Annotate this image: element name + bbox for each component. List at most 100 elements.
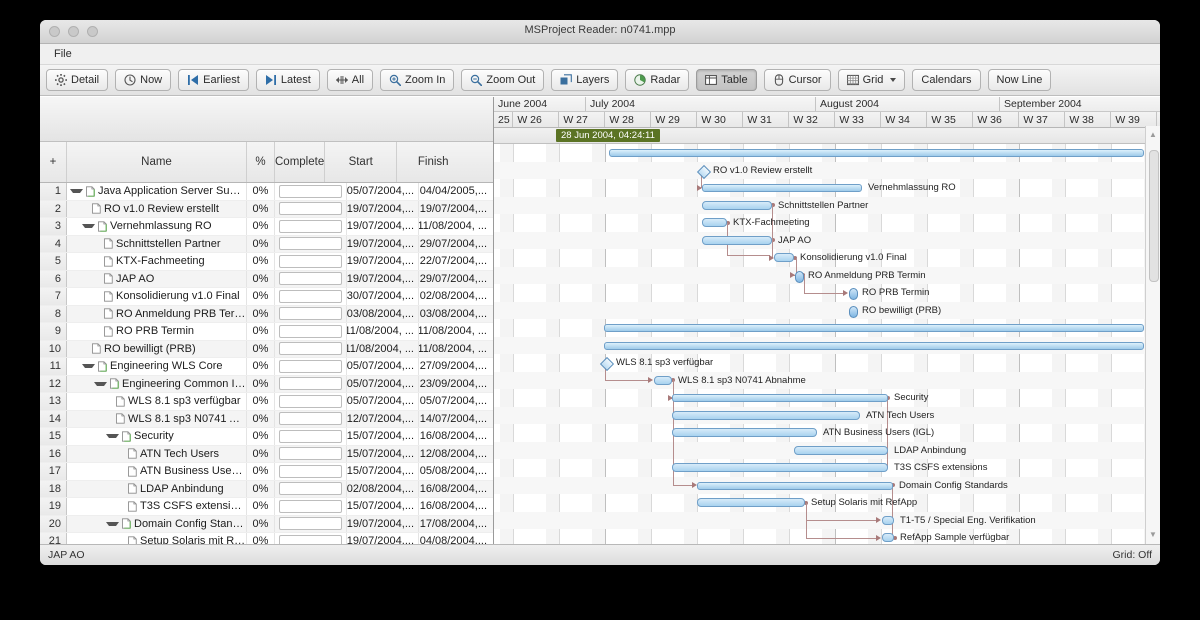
task-name-cell[interactable]: Security bbox=[67, 428, 247, 445]
table-row[interactable]: 12 Engineering Common Infra 0% 05/07/2004,.… bbox=[40, 375, 493, 393]
column-header-pct[interactable]: % bbox=[247, 142, 275, 182]
gantt-task-bar[interactable] bbox=[672, 428, 817, 437]
gantt-task-bar[interactable] bbox=[882, 533, 894, 542]
gantt-summary-bar[interactable] bbox=[697, 481, 893, 490]
gantt-summary-bar[interactable] bbox=[604, 324, 1144, 332]
table-row[interactable]: 16 ATN Tech Users 0% 15/07/2004,... 12/08/20… bbox=[40, 445, 493, 463]
table-row[interactable]: 7 Konsolidierung v1.0 Final 0% 30/07/2004,.… bbox=[40, 288, 493, 306]
column-header-complete[interactable]: Complete bbox=[275, 142, 326, 182]
task-name-cell[interactable]: Setup Solaris mit Ref... bbox=[67, 533, 247, 544]
gantt-task-bar[interactable] bbox=[774, 253, 794, 262]
task-name-cell[interactable]: Schnittstellen Partner bbox=[67, 235, 247, 252]
task-name-cell[interactable]: KTX-Fachmeeting bbox=[67, 253, 247, 270]
toolbar-button-detail[interactable]: Detail bbox=[46, 69, 109, 91]
task-name-cell[interactable]: Domain Config Standards bbox=[67, 515, 247, 532]
gantt-task-bar[interactable] bbox=[672, 410, 860, 420]
table-row[interactable]: 2 RO v1.0 Review erstellt 0% 19/07/2004,...… bbox=[40, 200, 493, 218]
gantt-task-bar[interactable] bbox=[654, 375, 672, 385]
zoom-button[interactable] bbox=[87, 26, 98, 37]
expand-toggle-icon[interactable] bbox=[82, 364, 95, 369]
toolbar-button-zoom-out[interactable]: Zoom Out bbox=[461, 69, 545, 91]
gantt-chart[interactable]: RO v1.0 Review erstellt Vernehmlassung RO… bbox=[494, 144, 1160, 544]
table-row[interactable]: 18 LDAP Anbindung 0% 02/08/2004,... 16/08/20… bbox=[40, 480, 493, 498]
task-name-cell[interactable]: RO v1.0 Review erstellt bbox=[67, 200, 247, 217]
task-name-cell[interactable]: RO bewilligt (PRB) bbox=[67, 340, 247, 357]
task-name-cell[interactable]: LDAP Anbindung bbox=[67, 480, 247, 497]
gantt-milestone[interactable] bbox=[849, 288, 858, 300]
expand-toggle-icon[interactable] bbox=[106, 434, 119, 439]
expand-toggle-icon[interactable] bbox=[70, 189, 83, 194]
column-header-idx[interactable]: + bbox=[40, 142, 67, 182]
task-name-cell[interactable]: T3S CSFS extensions bbox=[67, 498, 247, 515]
menu-item-file[interactable]: File bbox=[54, 48, 72, 60]
gantt-summary-bar[interactable] bbox=[609, 149, 1144, 157]
gantt-summary-bar[interactable] bbox=[702, 184, 862, 192]
gantt-task-bar[interactable] bbox=[702, 235, 772, 245]
toolbar-button-latest[interactable]: Latest bbox=[255, 69, 320, 91]
toolbar-button-earliest[interactable]: Earliest bbox=[178, 69, 249, 91]
task-name-cell[interactable]: JAP AO bbox=[67, 270, 247, 287]
expand-toggle-icon[interactable] bbox=[94, 381, 107, 386]
task-name-cell[interactable]: RO PRB Termin bbox=[67, 323, 247, 340]
table-row[interactable]: 20 Domain Config Standards0% 19/07/2004,..… bbox=[40, 515, 493, 533]
expand-toggle-icon[interactable] bbox=[82, 224, 95, 229]
scroll-up-icon[interactable]: ▲ bbox=[1149, 130, 1157, 139]
gantt-task-bar[interactable] bbox=[794, 445, 888, 455]
task-name-cell[interactable]: Java Application Server Suppo... bbox=[67, 183, 247, 200]
gantt-task-bar[interactable] bbox=[882, 515, 894, 525]
close-button[interactable] bbox=[49, 26, 60, 37]
task-name-cell[interactable]: WLS 8.1 sp3 verfügbar bbox=[67, 393, 247, 410]
table-row[interactable]: 11 Engineering WLS Core 0% 05/07/2004,... 27… bbox=[40, 358, 493, 376]
table-row[interactable]: 21 Setup Solaris mit Ref... 0% 19/07/2004,.… bbox=[40, 533, 493, 544]
task-name-cell[interactable]: WLS 8.1 sp3 N0741 Abn... bbox=[67, 410, 247, 427]
toolbar-button-calendars[interactable]: Calendars bbox=[912, 69, 981, 91]
gantt-task-bar[interactable] bbox=[702, 218, 727, 227]
table-row[interactable]: 9 RO PRB Termin 0% 11/08/2004, ... 11/08/200… bbox=[40, 323, 493, 341]
gantt-task-bar[interactable] bbox=[702, 200, 772, 210]
toolbar-button-zoom-in[interactable]: Zoom In bbox=[380, 69, 455, 91]
column-header-start[interactable]: Start bbox=[325, 142, 398, 182]
gantt-summary-bar[interactable] bbox=[604, 341, 1144, 350]
gantt-task-bar[interactable] bbox=[672, 463, 888, 472]
table-row[interactable]: 14 WLS 8.1 sp3 N0741 Abn... 0% 12/07/2004,.… bbox=[40, 410, 493, 428]
gantt-milestone[interactable] bbox=[849, 305, 858, 318]
table-row[interactable]: 15 Security 0% 15/07/2004,... 16/08/2004,... bbox=[40, 428, 493, 446]
scroll-down-icon[interactable]: ▼ bbox=[1149, 530, 1157, 539]
gantt-summary-bar[interactable] bbox=[672, 394, 888, 402]
scrollbar-thumb[interactable] bbox=[1149, 150, 1159, 282]
column-header-finish[interactable]: Finish bbox=[417, 156, 449, 168]
toolbar-button-grid[interactable]: Grid bbox=[837, 69, 906, 91]
table-row[interactable]: 1 Java Application Server Suppo... 0% 05/07… bbox=[40, 183, 493, 201]
task-name-cell[interactable]: Konsolidierung v1.0 Final bbox=[67, 288, 247, 305]
table-row[interactable]: 8 RO Anmeldung PRB Termin 0% 03/08/2004,...… bbox=[40, 305, 493, 323]
table-row[interactable]: 17 ATN Business Users (I...0% 15/07/2004,.… bbox=[40, 463, 493, 481]
table-row[interactable]: 4 Schnittstellen Partner 0% 19/07/2004,... 2… bbox=[40, 235, 493, 253]
minimize-button[interactable] bbox=[68, 26, 79, 37]
task-name-cell[interactable]: ATN Business Users (I... bbox=[67, 463, 247, 480]
toolbar-button-all[interactable]: All bbox=[326, 69, 374, 91]
table-row[interactable]: 6 JAP AO 0% 19/07/2004,... 29/07/2004,... bbox=[40, 270, 493, 288]
toolbar-button-layers[interactable]: Layers bbox=[551, 69, 619, 91]
toolbar-button-radar[interactable]: Radar bbox=[625, 69, 690, 91]
task-name-cell[interactable]: Vernehmlassung RO bbox=[67, 218, 247, 235]
table-row[interactable]: 13 WLS 8.1 sp3 verfügbar 0% 05/07/2004,... 0… bbox=[40, 393, 493, 411]
task-name-cell[interactable]: ATN Tech Users bbox=[67, 445, 247, 462]
table-body[interactable]: 1 Java Application Server Suppo... 0% 05/07… bbox=[40, 183, 493, 544]
task-name-cell[interactable]: Engineering Common Infra bbox=[67, 375, 247, 392]
chevron-down-icon[interactable] bbox=[890, 78, 897, 82]
table-row[interactable]: 10 RO bewilligt (PRB) 0% 11/08/2004, ... 11/… bbox=[40, 340, 493, 358]
table-row[interactable]: 5 KTX-Fachmeeting 0% 19/07/2004,... 22/07/20… bbox=[40, 253, 493, 271]
expand-toggle-icon[interactable] bbox=[106, 521, 119, 526]
gantt-milestone[interactable] bbox=[795, 270, 804, 283]
toolbar-button-table[interactable]: Table bbox=[696, 69, 757, 91]
task-name-cell[interactable]: Engineering WLS Core bbox=[67, 358, 247, 375]
toolbar-button-now-line[interactable]: Now Line bbox=[987, 69, 1052, 91]
gantt-vertical-scrollbar[interactable]: ▲ ▼ bbox=[1145, 126, 1160, 544]
table-row[interactable]: 3 Vernehmlassung RO 0% 19/07/2004,... 11/08/… bbox=[40, 218, 493, 236]
column-header-name[interactable]: Name bbox=[67, 142, 247, 182]
gantt-task-bar[interactable] bbox=[697, 498, 805, 507]
toolbar-button-cursor[interactable]: Cursor bbox=[763, 69, 831, 91]
table-row[interactable]: 19 T3S CSFS extensions 0% 15/07/2004,... 16/… bbox=[40, 498, 493, 516]
task-name-cell[interactable]: RO Anmeldung PRB Termin bbox=[67, 305, 247, 322]
toolbar-button-now[interactable]: Now bbox=[115, 69, 172, 91]
